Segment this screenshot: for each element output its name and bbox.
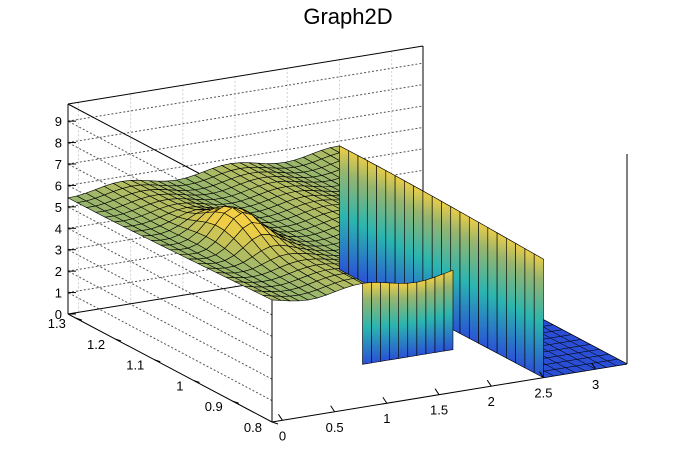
back-wall-gridline	[67, 84, 424, 144]
z-tick-label: 5	[55, 200, 62, 215]
left-wall-gridline	[67, 270, 273, 380]
cliff-cell	[515, 242, 526, 369]
cliff-cell	[348, 150, 359, 280]
x-tick-label: 1.5	[430, 403, 448, 418]
z-tick-label: 1	[55, 286, 62, 301]
z-tick-label: 4	[55, 221, 62, 236]
y-tick-mark	[114, 338, 122, 342]
left-wall-gridline	[67, 206, 273, 316]
curtain-cell	[425, 276, 436, 355]
x-tick-label: 0.5	[326, 420, 344, 435]
y-tick-mark	[193, 379, 200, 383]
x-tick-label: 1	[383, 411, 390, 426]
cliff-cell	[506, 237, 516, 364]
y-tick-label: 1	[176, 378, 183, 393]
curtain-cell	[416, 279, 427, 356]
z-tick-label: 2	[55, 264, 62, 279]
y-tick-label: 0.8	[244, 420, 262, 435]
y-axis-line	[67, 313, 273, 423]
z-tick-label: 6	[55, 178, 62, 193]
cliff-cell	[533, 253, 544, 379]
z-tick-label: 0	[55, 307, 62, 322]
y-tick-mark	[232, 400, 239, 404]
x-tick-mark	[486, 379, 492, 387]
cliff-cell	[468, 216, 479, 344]
left-wall-gridline	[67, 163, 273, 273]
back-wall-gridline	[67, 62, 424, 122]
y-tick-label: 1.1	[126, 358, 144, 373]
cliff-cell	[478, 221, 489, 349]
back-wall-gridline	[67, 105, 424, 165]
curtain-cell	[407, 281, 418, 358]
x-tick-label: 0	[279, 428, 286, 443]
y-tick-label: 0.9	[205, 399, 223, 414]
y-tick-mark	[271, 421, 279, 425]
left-wall-gridline	[67, 292, 273, 402]
x-tick-label: 3	[592, 377, 599, 392]
x-tick-mark	[539, 371, 544, 378]
x-tick-mark	[434, 388, 440, 395]
curtain-cell	[398, 282, 409, 359]
x-tick-mark	[330, 405, 336, 413]
y-tick-mark	[154, 359, 161, 363]
top-back-edge	[67, 45, 424, 105]
cliff-cell	[524, 248, 535, 374]
cliff-cell	[339, 145, 350, 276]
left-wall-gridline	[67, 120, 273, 230]
curtain-cell	[443, 269, 454, 352]
curtain-cell	[362, 282, 372, 365]
left-wall-gridline	[67, 227, 273, 337]
curtain-cell	[371, 282, 381, 364]
x-tick-label: 2	[488, 394, 495, 409]
x-tick-label: 2.5	[534, 386, 552, 401]
surface-plot	[67, 145, 628, 379]
z-tick-label: 7	[55, 157, 62, 172]
curtain-cell	[389, 282, 399, 361]
y-tick-label: 1.2	[87, 337, 105, 352]
left-wall-gridline	[67, 249, 273, 359]
x-tick-mark	[591, 362, 597, 370]
cliff-cell	[487, 227, 498, 354]
z-tick-label: 8	[55, 136, 62, 151]
cliff-cell	[496, 232, 507, 359]
left-wall-gridline	[67, 142, 273, 252]
chart-title: Graph2D	[303, 4, 392, 29]
x-tick-mark	[278, 414, 283, 421]
z-tick-label: 9	[55, 114, 62, 129]
x-tick-mark	[382, 396, 388, 404]
cliff-cell	[366, 160, 377, 290]
y-tick-label: 1.3	[48, 316, 66, 331]
cliff-cell	[357, 155, 368, 285]
cliff-cell	[385, 170, 396, 300]
z-tick-label: 3	[55, 243, 62, 258]
curtain-cell	[380, 282, 390, 362]
y-tick-mark	[75, 317, 83, 321]
cliff-cell	[376, 165, 387, 295]
cliff-cell	[459, 211, 470, 339]
curtain-cell	[434, 273, 445, 353]
